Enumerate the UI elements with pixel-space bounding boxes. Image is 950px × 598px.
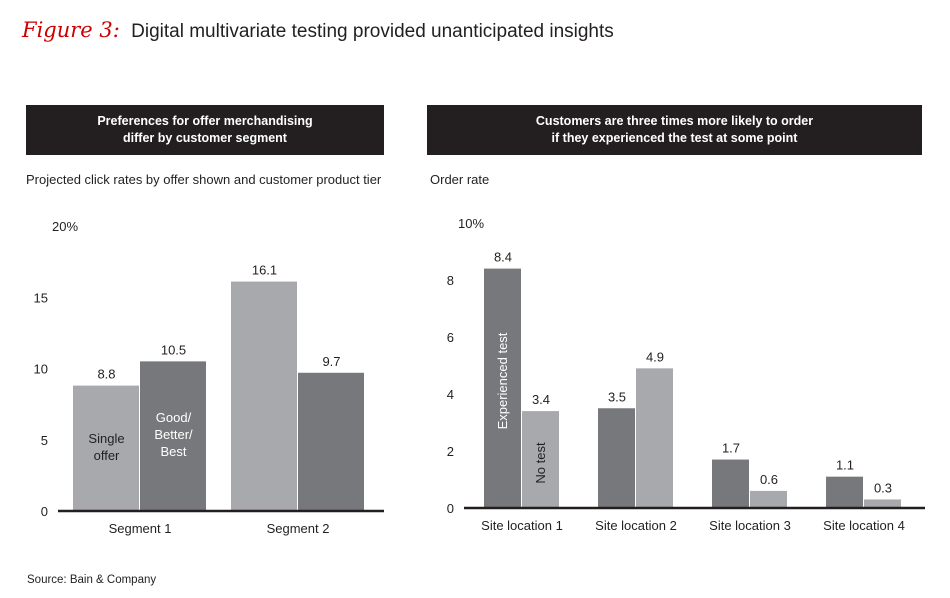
figure-title: Digital multivariate testing provided un… bbox=[131, 21, 614, 42]
figure-label: Figure 3: bbox=[22, 18, 120, 42]
x-category-label: Segment 1 bbox=[109, 521, 172, 536]
figure-heading: Figure 3: Digital multivariate testing p… bbox=[22, 18, 614, 43]
bar-no-test bbox=[636, 368, 673, 508]
data-label: 3.4 bbox=[532, 392, 550, 407]
data-label: 4.9 bbox=[646, 349, 664, 364]
right-header-line1: Customers are three times more likely to… bbox=[535, 114, 814, 128]
data-label: 9.7 bbox=[322, 354, 340, 369]
bar-single-offer bbox=[231, 281, 297, 511]
y-tick-label: 10 bbox=[34, 362, 48, 377]
series-label-no-test: No test bbox=[533, 442, 548, 484]
right-header-line2: if they experienced the test at some poi… bbox=[551, 131, 798, 145]
bar-good-better-best bbox=[140, 361, 206, 511]
y-tick-label: 2 bbox=[447, 444, 454, 459]
bar-experienced-test bbox=[484, 268, 521, 508]
data-label: 1.7 bbox=[722, 441, 740, 456]
left-header-line1: Preferences for offer merchandising bbox=[97, 114, 313, 128]
right-chart-subtitle: Order rate bbox=[430, 172, 490, 187]
y-tick-label: 0 bbox=[41, 504, 48, 519]
data-label: 0.6 bbox=[760, 472, 778, 487]
y-tick-label: 15 bbox=[34, 290, 48, 305]
data-label: 1.1 bbox=[836, 458, 854, 473]
series-label-good-better-best: Best bbox=[160, 444, 186, 459]
bar-no-test bbox=[864, 499, 901, 508]
x-category-label: Site location 4 bbox=[823, 518, 905, 533]
y-tick-label: 8 bbox=[447, 273, 454, 288]
y-tick-label: 4 bbox=[447, 387, 454, 402]
data-label: 8.4 bbox=[494, 250, 512, 265]
bar-experienced-test bbox=[598, 408, 635, 508]
bar-no-test bbox=[522, 411, 559, 508]
x-category-label: Site location 3 bbox=[709, 518, 791, 533]
bar-experienced-test bbox=[826, 476, 863, 508]
data-label: 8.8 bbox=[97, 367, 115, 382]
series-label-good-better-best: Good/ bbox=[156, 410, 192, 425]
series-label-good-better-best: Better/ bbox=[154, 427, 193, 442]
click-rate-chart: 0 5 10 15 20% 8.8 10.5 Segment 1 16.1 9.7 Segment … bbox=[34, 219, 384, 536]
y-tick-label: 20% bbox=[52, 219, 78, 234]
bar-experienced-test bbox=[712, 459, 749, 508]
source-note: Source: Bain & Company bbox=[27, 574, 157, 586]
bar-no-test bbox=[750, 490, 787, 508]
order-rate-chart: 0 2 4 6 8 10% 8.4 3.4 Site location 1 3.5 4.9 Site … bbox=[447, 216, 925, 533]
left-panel-header: Preferences for offer merchandising diff… bbox=[26, 105, 384, 155]
series-label-single-offer: Single bbox=[88, 431, 124, 446]
data-label: 10.5 bbox=[161, 342, 186, 357]
data-label: 0.3 bbox=[874, 480, 892, 495]
data-label: 16.1 bbox=[252, 263, 277, 278]
left-header-line2: differ by customer segment bbox=[123, 131, 287, 145]
bar-single-offer bbox=[73, 385, 139, 511]
right-panel-header: Customers are three times more likely to… bbox=[427, 105, 922, 155]
y-tick-label: 0 bbox=[447, 501, 454, 516]
series-label-single-offer: offer bbox=[94, 448, 120, 463]
bar-good-better-best bbox=[298, 372, 364, 511]
data-label: 3.5 bbox=[608, 389, 626, 404]
y-tick-label: 5 bbox=[41, 433, 48, 448]
left-chart-subtitle: Projected click rates by offer shown and… bbox=[26, 172, 382, 187]
y-tick-label: 6 bbox=[447, 330, 454, 345]
y-tick-label: 10% bbox=[458, 216, 484, 231]
x-category-label: Segment 2 bbox=[267, 521, 330, 536]
x-category-label: Site location 1 bbox=[481, 518, 563, 533]
x-category-label: Site location 2 bbox=[595, 518, 677, 533]
series-label-experienced-test: Experienced test bbox=[495, 332, 510, 429]
